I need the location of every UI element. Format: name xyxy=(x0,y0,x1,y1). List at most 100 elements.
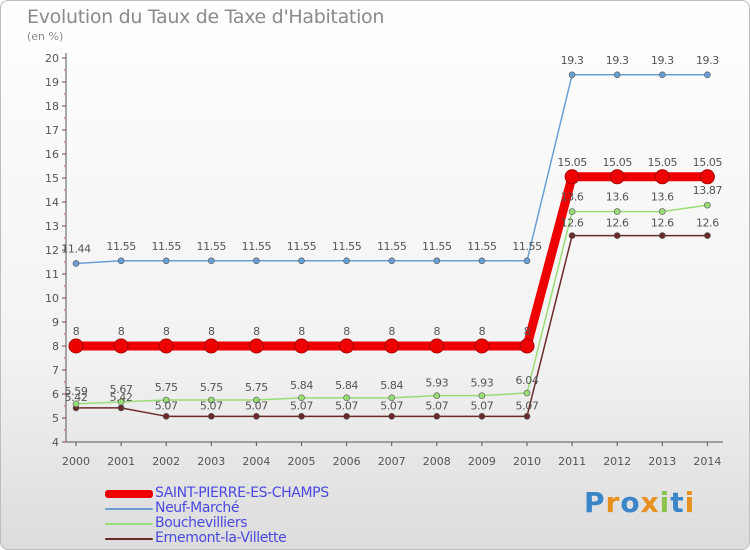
data-point xyxy=(162,257,170,265)
data-label: 15.05 xyxy=(602,156,632,169)
x-tick-label: 2003 xyxy=(197,455,225,468)
data-point xyxy=(388,257,396,265)
x-tick-label: 2002 xyxy=(152,455,180,468)
y-tick-label: 8 xyxy=(52,340,59,353)
data-point xyxy=(704,201,711,209)
data-point xyxy=(613,71,621,79)
y-tick-label: 7 xyxy=(52,364,59,377)
data-point xyxy=(658,232,666,239)
data-point xyxy=(519,338,535,354)
data-label: 5.59 xyxy=(65,385,88,398)
y-tick-label: 10 xyxy=(45,292,59,305)
data-point xyxy=(658,71,666,79)
y-tick-label: 19 xyxy=(45,76,59,89)
data-label: 5.42 xyxy=(65,391,88,404)
data-point xyxy=(298,394,305,402)
data-label: 11.55 xyxy=(332,240,362,253)
data-label: 5.07 xyxy=(290,399,313,412)
legend-swatch xyxy=(105,508,153,510)
data-point xyxy=(523,389,531,397)
x-tick-label: 2005 xyxy=(288,455,316,468)
data-label: 19.3 xyxy=(696,54,719,67)
data-point xyxy=(654,169,670,185)
y-tick-label: 9 xyxy=(52,316,59,329)
x-tick-label: 2014 xyxy=(693,455,721,468)
legend-swatch xyxy=(105,490,153,498)
data-point xyxy=(203,338,219,354)
data-label: 5.84 xyxy=(335,379,358,392)
data-point xyxy=(613,232,621,239)
data-point xyxy=(162,413,170,420)
data-point xyxy=(343,257,350,265)
data-point xyxy=(478,257,486,265)
logo-letter: o xyxy=(620,486,641,519)
data-label: 12.6 xyxy=(561,217,584,230)
data-label: 8 xyxy=(253,325,260,338)
data-label: 11.55 xyxy=(512,240,542,253)
data-point xyxy=(478,413,486,420)
y-tick-label: 12 xyxy=(45,244,59,257)
x-tick-label: 2007 xyxy=(378,455,406,468)
data-point xyxy=(162,396,170,404)
x-tick-label: 2008 xyxy=(423,455,451,468)
y-tick-label: 17 xyxy=(45,124,59,137)
data-point xyxy=(158,338,174,354)
x-tick-label: 2004 xyxy=(242,455,270,468)
data-label: 11.55 xyxy=(106,240,136,253)
data-point xyxy=(523,257,531,265)
data-point xyxy=(113,338,129,354)
x-tick-label: 2000 xyxy=(62,455,90,468)
data-point xyxy=(433,257,441,265)
legend-swatch xyxy=(105,523,153,525)
data-label: 15.05 xyxy=(648,156,678,169)
y-tick-label: 16 xyxy=(45,148,59,161)
data-label: 5.93 xyxy=(470,377,493,390)
data-label: 5.07 xyxy=(335,399,358,412)
legend-label: Ernemont-la-Villette xyxy=(155,530,287,546)
data-label: 13.6 xyxy=(606,191,629,204)
data-label: 13.87 xyxy=(693,184,723,197)
data-point xyxy=(704,71,711,79)
data-label: 5.07 xyxy=(245,399,268,412)
data-point xyxy=(433,392,441,399)
data-label: 12.6 xyxy=(606,217,629,230)
data-point xyxy=(72,400,80,408)
data-label: 12.6 xyxy=(696,217,719,230)
logo-letter: r xyxy=(605,486,621,519)
data-label: 8 xyxy=(163,325,170,338)
data-label: 8 xyxy=(479,325,486,338)
x-tick-label: 2013 xyxy=(648,455,676,468)
data-label: 5.75 xyxy=(200,381,223,394)
y-tick-label: 20 xyxy=(45,52,59,65)
data-label: 8 xyxy=(524,325,531,338)
data-point xyxy=(248,338,264,354)
data-point xyxy=(208,396,215,404)
data-point xyxy=(388,394,396,402)
data-label: 11.55 xyxy=(197,240,227,253)
data-label: 5.75 xyxy=(245,381,268,394)
y-tick-label: 4 xyxy=(52,436,59,449)
data-point xyxy=(343,394,350,402)
logo-letter: i xyxy=(659,486,671,519)
data-label: 11.55 xyxy=(467,240,497,253)
data-point xyxy=(478,392,486,399)
data-point xyxy=(117,257,125,265)
data-label: 5.75 xyxy=(155,381,178,394)
data-label: 11.55 xyxy=(151,240,181,253)
y-tick-label: 18 xyxy=(45,100,59,113)
data-point xyxy=(388,413,396,420)
data-label: 11.55 xyxy=(242,240,272,253)
data-point xyxy=(658,208,666,215)
y-tick-label: 5 xyxy=(52,412,59,425)
legend-label: Bouchevilliers xyxy=(155,515,248,531)
legend-label: SAINT-PIERRE-ES-CHAMPS xyxy=(155,485,329,501)
data-point xyxy=(433,413,441,420)
data-point xyxy=(384,338,400,354)
x-tick-label: 2001 xyxy=(107,455,135,468)
data-label: 15.05 xyxy=(693,156,723,169)
x-tick-label: 2006 xyxy=(333,455,361,468)
data-point xyxy=(699,169,715,185)
data-label: 12.6 xyxy=(651,217,674,230)
